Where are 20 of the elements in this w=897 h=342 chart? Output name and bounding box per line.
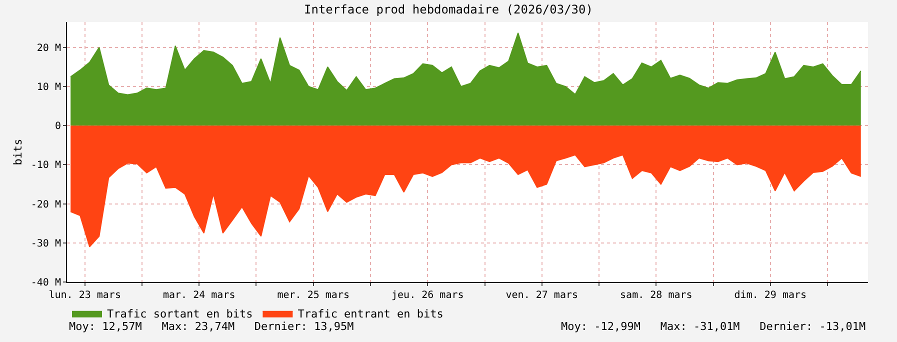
y-tick-label: 20 M [36,42,61,54]
x-tick-label: sam. 28 mars [620,290,692,301]
y-tick-label: 0 [54,121,61,132]
legend-label: Trafic entrant en bits [298,308,444,321]
text: Moy: 12,57M Max: 23,74M Dernier: 13,95M [69,320,354,333]
y-tick-label: -30 M [30,238,61,250]
x-tick-label: lun. 23 mars [48,290,121,301]
x-tick-label: mar. 24 mars [162,290,236,301]
x-tick-label: jeu. 26 mars [392,290,464,301]
y-tick-label: -10 M [30,160,61,172]
y-axis-title: bits [12,138,25,166]
legend-label: Trafic sortant en bits [107,308,253,321]
x-tick-label: mer. 25 mars [277,290,350,301]
x-tick-label: dim. 29 mars [734,290,807,301]
y-tick-label: 10 M [36,82,61,94]
y-tick-label: -20 M [30,199,61,210]
chart-title: Interface prod hebdomadaire (2026/03/30) [304,2,593,17]
text: Moy: -12,99M Max: -31,01M Dernier: -13,01M [561,320,866,333]
y-tick-label: -40 M [30,278,61,288]
x-tick-label: ven. 27 mars [506,290,578,301]
